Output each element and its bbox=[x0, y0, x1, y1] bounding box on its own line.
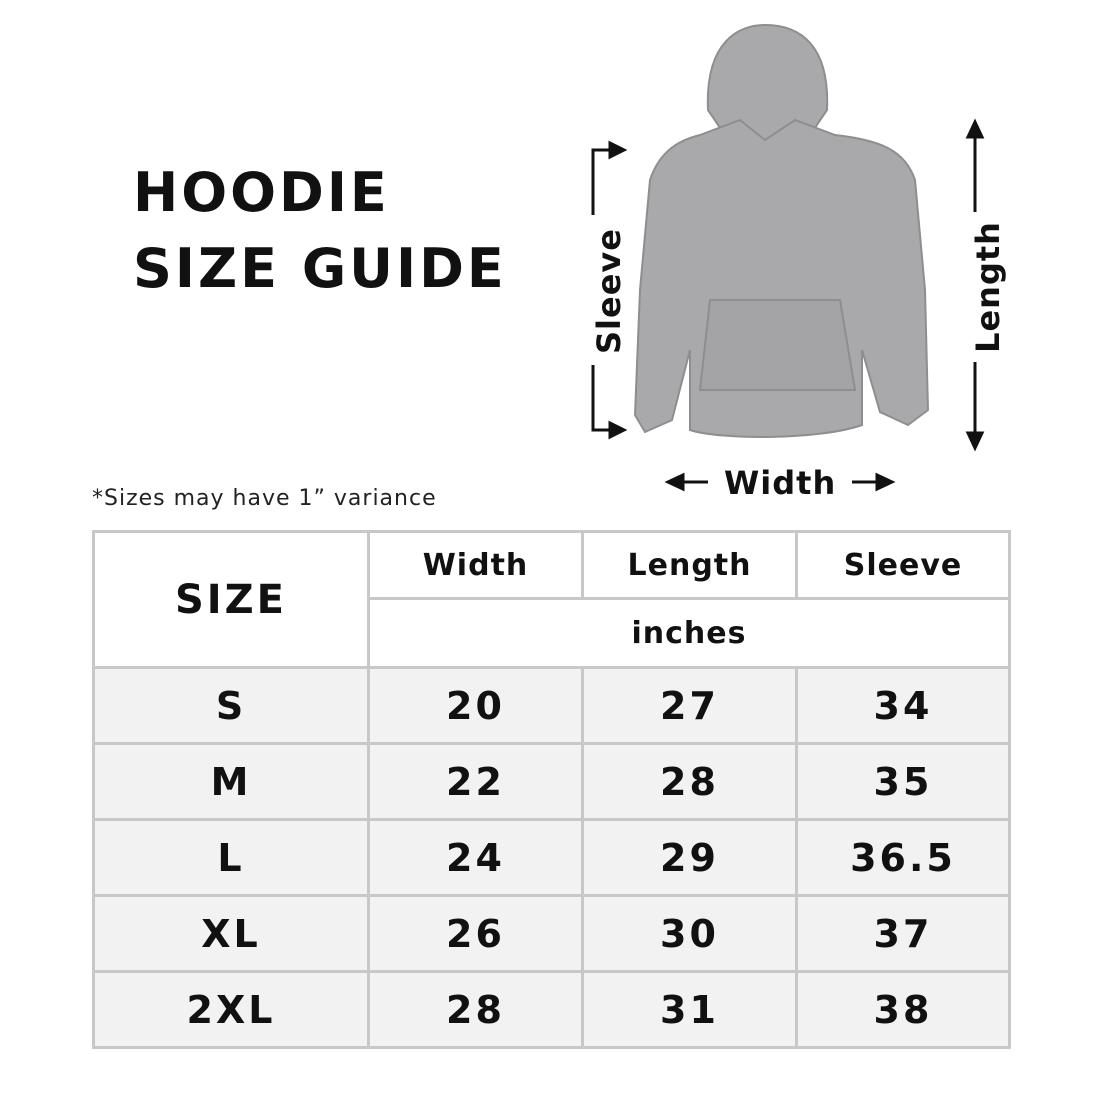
sleeve-arrow bbox=[591, 140, 628, 440]
length-label: Length bbox=[968, 221, 1007, 353]
size-cell: M bbox=[92, 742, 370, 821]
length-arrow bbox=[965, 118, 985, 452]
column-header: Sleeve bbox=[795, 530, 1011, 600]
length-cell: 29 bbox=[581, 818, 798, 897]
variance-note: *Sizes may have 1” variance bbox=[92, 486, 437, 511]
size-cell: L bbox=[92, 818, 370, 897]
width-cell: 20 bbox=[367, 666, 584, 745]
length-cell: 27 bbox=[581, 666, 798, 745]
width-arrow bbox=[664, 472, 896, 492]
size-cell: S bbox=[92, 666, 370, 745]
hoodie-diagram bbox=[591, 23, 985, 492]
length-cell: 31 bbox=[581, 970, 798, 1049]
hoodie-illustration bbox=[633, 23, 930, 438]
width-cell: 22 bbox=[367, 742, 584, 821]
size-table: SIZE Width Length Sleeve inches S 20 27 34 M… bbox=[92, 530, 1011, 1049]
width-cell: 24 bbox=[367, 818, 584, 897]
size-cell: XL bbox=[92, 894, 370, 973]
length-cell: 30 bbox=[581, 894, 798, 973]
table-row: XL 26 30 37 bbox=[92, 894, 1011, 973]
sleeve-cell: 37 bbox=[795, 894, 1011, 973]
sleeve-label: Sleeve bbox=[589, 228, 628, 354]
width-cell: 26 bbox=[367, 894, 584, 973]
size-cell: 2XL bbox=[92, 970, 370, 1049]
sleeve-cell: 35 bbox=[795, 742, 1011, 821]
column-header: Length bbox=[581, 530, 798, 600]
title-line-1: HOODIE bbox=[133, 161, 390, 224]
column-header: Width bbox=[367, 530, 584, 600]
table-row: 2XL 28 31 38 bbox=[92, 970, 1011, 1049]
sleeve-cell: 36.5 bbox=[795, 818, 1011, 897]
width-label: Width bbox=[724, 464, 837, 502]
table-row: M 22 28 35 bbox=[92, 742, 1011, 821]
size-header: SIZE bbox=[92, 530, 370, 669]
unit-header: inches bbox=[367, 597, 1011, 669]
width-cell: 28 bbox=[367, 970, 584, 1049]
length-cell: 28 bbox=[581, 742, 798, 821]
table-row: S 20 27 34 bbox=[92, 666, 1011, 745]
table-row: L 24 29 36.5 bbox=[92, 818, 1011, 897]
title-line-2: SIZE GUIDE bbox=[133, 237, 507, 300]
sleeve-cell: 34 bbox=[795, 666, 1011, 745]
sleeve-cell: 38 bbox=[795, 970, 1011, 1049]
